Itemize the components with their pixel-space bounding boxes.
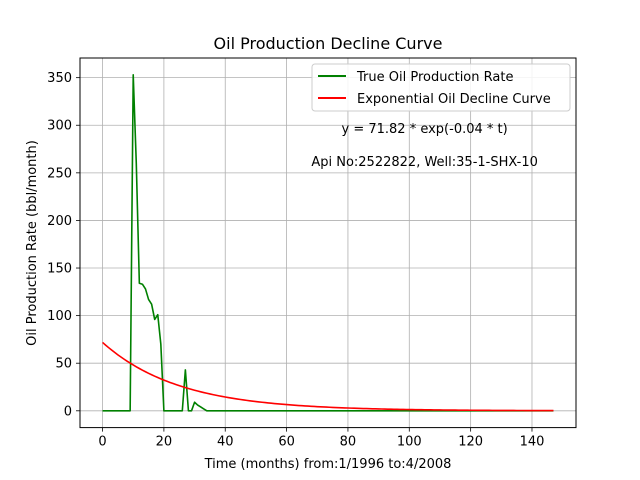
legend-label-decline-curve: Exponential Oil Decline Curve: [357, 92, 551, 107]
y-tick-label: 50: [55, 357, 72, 372]
legend-box: [311, 63, 571, 112]
y-tick-label: 0: [64, 404, 72, 419]
annotations: y = 71.82 * exp(-0.04 * t) Api No:2522822…: [311, 122, 538, 170]
y-tick-label: 300: [47, 119, 72, 134]
x-tick-label: 100: [397, 435, 422, 450]
series-exponential-decline-curve: [102, 341, 554, 412]
legend-label-true-rate: True Oil Production Rate: [356, 70, 513, 85]
y-axis-label: Oil Production Rate (bbl/month): [25, 140, 40, 346]
y-tick-label: 350: [47, 71, 72, 86]
y-tick-label: 200: [47, 214, 72, 229]
x-tick-label: 0: [98, 435, 106, 450]
legend: True Oil Production Rate Exponential Oil…: [311, 63, 571, 112]
x-tick-label: 40: [217, 435, 234, 450]
chart-title: Oil Production Decline Curve: [214, 34, 443, 53]
ticks: 0 20 40 60 80 100 120 140 0 50 100 150 200 250 300 350: [47, 71, 544, 449]
y-tick-label: 100: [47, 309, 72, 324]
series-true-oil-production-rate: [102, 74, 554, 412]
x-tick-label: 140: [520, 435, 545, 450]
y-tick-label: 250: [47, 166, 72, 181]
well-id-annotation: Api No:2522822, Well:35-1-SHX-10: [311, 155, 538, 170]
x-axis-label: Time (months) from:1/1996 to:4/2008: [204, 457, 452, 472]
y-tick-label: 150: [47, 262, 72, 277]
plot-frame: [79, 57, 577, 429]
x-tick-label: 20: [156, 435, 173, 450]
x-tick-label: 80: [340, 435, 357, 450]
grid: [80, 58, 576, 428]
fit-equation-annotation: y = 71.82 * exp(-0.04 * t): [342, 122, 508, 137]
series-layer: [102, 74, 554, 412]
x-tick-label: 60: [278, 435, 295, 450]
x-tick-label: 120: [458, 435, 483, 450]
